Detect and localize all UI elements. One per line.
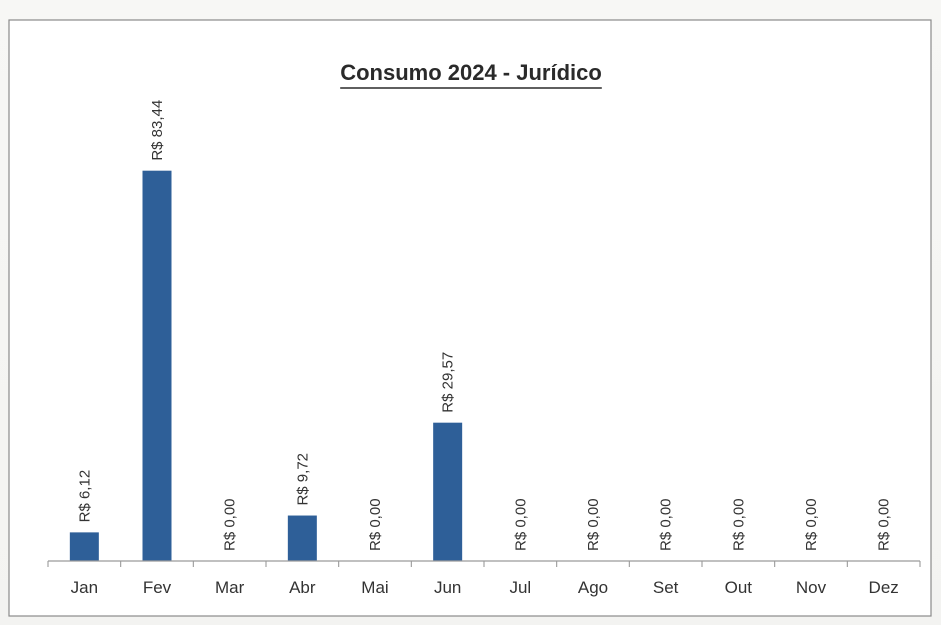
x-tick-label-jan: Jan [71, 578, 98, 597]
x-tick-label-dez: Dez [869, 578, 899, 597]
data-label-mai: R$ 0,00 [367, 498, 384, 551]
data-label-set: R$ 0,00 [658, 498, 675, 551]
data-label-dez: R$ 0,00 [876, 498, 893, 551]
x-tick-label-jul: Jul [509, 578, 531, 597]
bars-layer [69, 170, 463, 561]
x-tick-label-ago: Ago [578, 578, 608, 597]
x-tick-label-set: Set [653, 578, 679, 597]
x-tick-label-mar: Mar [215, 578, 245, 597]
data-label-abr: R$ 9,72 [294, 453, 311, 506]
data-label-nov: R$ 0,00 [803, 498, 820, 551]
chart-title: Consumo 2024 - Jurídico [340, 60, 602, 85]
data-label-jun: R$ 29,57 [440, 352, 457, 413]
data-label-mar: R$ 0,00 [222, 498, 239, 551]
x-tick-label-out: Out [725, 578, 753, 597]
data-labels-layer: R$ 6,12 R$ 83,44 R$ 0,00 R$ 9,72 R$ 0,00 R$ 2… [76, 100, 892, 551]
data-label-out: R$ 0,00 [730, 498, 747, 551]
bar-fev [142, 170, 172, 561]
x-axis-ticks [47, 561, 921, 567]
data-label-jan: R$ 6,12 [76, 470, 93, 523]
data-label-ago: R$ 0,00 [585, 498, 602, 551]
x-tick-label-mai: Mai [361, 578, 388, 597]
bar-jan [69, 532, 99, 561]
x-tick-label-nov: Nov [796, 578, 827, 597]
x-tick-label-fev: Fev [143, 578, 172, 597]
x-tick-label-jun: Jun [434, 578, 461, 597]
x-axis-tick-labels: Jan Fev Mar Abr Mai Jun Jul Ago Set Out Nov Dez [71, 578, 899, 597]
bar-jun [433, 422, 463, 561]
data-label-fev: R$ 83,44 [149, 100, 166, 161]
data-label-jul: R$ 0,00 [512, 498, 529, 551]
bar-abr [287, 515, 317, 561]
x-tick-label-abr: Abr [289, 578, 316, 597]
